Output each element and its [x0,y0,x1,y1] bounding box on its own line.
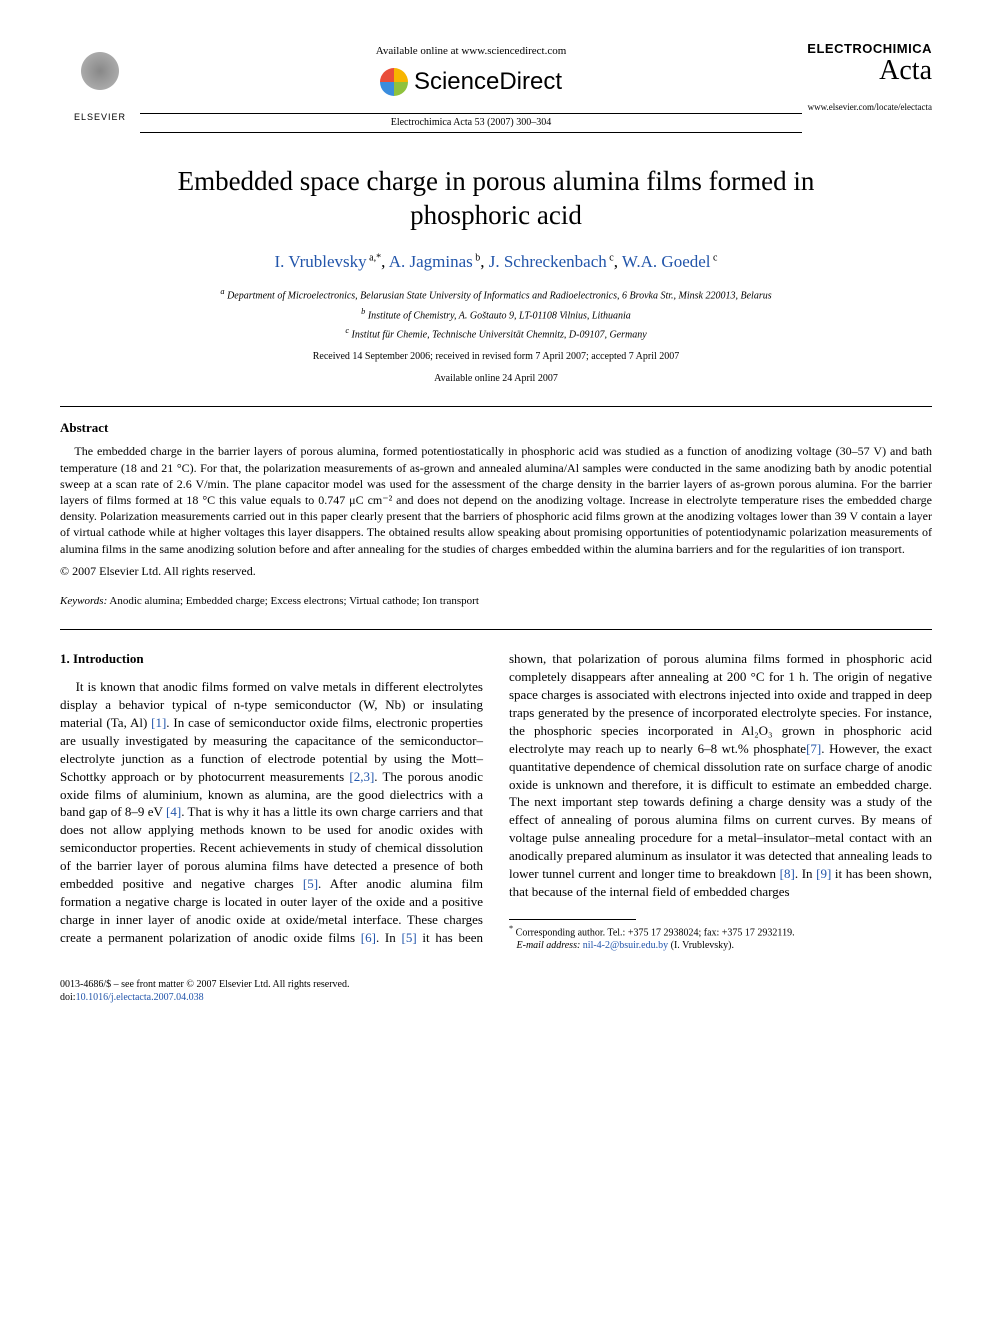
ref-9-link[interactable]: [9] [816,866,831,881]
elsevier-label: ELSEVIER [74,111,126,124]
author-list: I. Vrublevsky a,*, A. Jagminas b, J. Sch… [60,250,932,274]
front-matter-line: 0013-4686/$ – see front matter © 2007 El… [60,978,932,991]
page-header: ELSEVIER Available online at www.science… [60,40,932,135]
email-label: E-mail address: [517,940,581,951]
author-1[interactable]: I. Vrublevsky [275,252,367,271]
affiliation-c: c Institut für Chemie, Technische Univer… [60,325,932,342]
corresponding-author-footnote: * Corresponding author. Tel.: +375 17 29… [509,924,932,952]
journal-name-line2: Acta [802,58,932,83]
introduction-heading: 1. Introduction [60,650,483,668]
abstract-body: The embedded charge in the barrier layer… [60,443,932,556]
ref-5-link[interactable]: [5] [303,876,318,891]
author-2[interactable]: A. Jagminas [389,252,473,271]
elsevier-logo: ELSEVIER [60,40,140,130]
ref-4-link[interactable]: [4] [166,804,181,819]
sciencedirect-swirl-icon [380,68,408,96]
header-rule-bottom [140,132,802,133]
author-3-aff: c [607,253,614,264]
journal-reference: Electrochimica Acta 53 (2007) 300–304 [140,116,802,130]
header-center: Available online at www.sciencedirect.co… [140,40,802,135]
online-date: Available online 24 April 2007 [60,372,932,386]
elsevier-tree-icon [70,47,130,107]
header-rule-top [140,113,802,114]
ref-6-link[interactable]: [6] [361,930,376,945]
journal-url: www.elsevier.com/locate/electacta [802,101,932,114]
author-4[interactable]: W.A. Goedel [622,252,711,271]
author-2-aff: b [473,253,481,264]
corresponding-email-link[interactable]: nil-4-2@bsuir.edu.by [583,940,668,951]
received-dates: Received 14 September 2006; received in … [60,350,932,364]
abstract-copyright: © 2007 Elsevier Ltd. All rights reserved… [60,563,932,580]
footnote-rule [509,919,636,920]
abstract-rule-top [60,406,932,407]
body-columns: 1. Introduction It is known that anodic … [60,650,932,952]
doi-label: doi: [60,992,76,1003]
abstract-rule-bottom [60,629,932,630]
ref-8-link[interactable]: [8] [780,866,795,881]
sciencedirect-logo: ScienceDirect [140,65,802,99]
author-1-aff: a,* [367,253,381,264]
abstract-heading: Abstract [60,419,932,437]
affiliation-a: a Department of Microelectronics, Belaru… [60,286,932,303]
article-title: Embedded space charge in porous alumina … [120,165,872,233]
affiliation-b: b Institute of Chemistry, A. Goštauto 9,… [60,306,932,323]
intro-paragraph: It is known that anodic films formed on … [60,650,932,952]
ref-7-link[interactable]: [7] [806,741,821,756]
email-attribution: (I. Vrublevsky). [671,940,734,951]
journal-logo: ELECTROCHIMICA Acta www.elsevier.com/loc… [802,40,932,114]
ref-2-3-link[interactable]: [2,3] [349,769,374,784]
author-3[interactable]: J. Schreckenbach [489,252,607,271]
keywords-text: Anodic alumina; Embedded charge; Excess … [109,595,478,607]
ref-1-link[interactable]: [1] [151,715,166,730]
doi-link[interactable]: 10.1016/j.electacta.2007.04.038 [76,992,204,1003]
keywords: Keywords: Anodic alumina; Embedded charg… [60,594,932,609]
sciencedirect-name: ScienceDirect [414,65,562,99]
available-online-text: Available online at www.sciencedirect.co… [140,44,802,59]
keywords-label: Keywords: [60,595,107,607]
footer-meta: 0013-4686/$ – see front matter © 2007 El… [60,978,932,1004]
ref-5b-link[interactable]: [5] [402,930,417,945]
author-4-aff: c [711,253,718,264]
